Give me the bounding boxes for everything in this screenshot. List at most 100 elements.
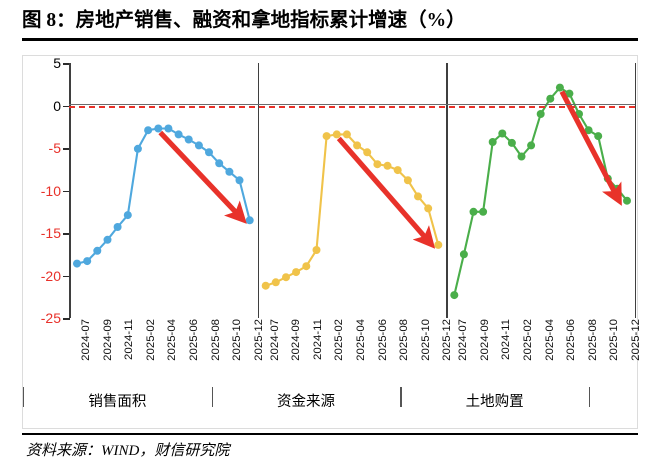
data-point xyxy=(93,246,102,255)
data-point xyxy=(363,148,372,157)
zero-reference-line xyxy=(69,105,635,108)
data-point xyxy=(154,124,163,133)
zero-baseline xyxy=(69,103,635,105)
data-point xyxy=(164,124,173,133)
data-point xyxy=(507,138,516,147)
data-point xyxy=(322,132,331,141)
x-axis-labels: 2024-07 2024-09 2024-11 2025-02 2025-04 2025-… xyxy=(446,319,642,387)
y-axis-tick-label: -5 xyxy=(48,140,61,156)
title-divider xyxy=(22,38,638,41)
data-point xyxy=(546,94,555,103)
data-point xyxy=(215,159,224,168)
trend-arrow-annotation xyxy=(336,136,436,249)
data-point xyxy=(261,281,270,290)
group-label-band: 销售面积 资金来源 土地购置 xyxy=(23,387,639,421)
y-axis-tick-label: -15 xyxy=(40,225,61,241)
data-point xyxy=(342,130,351,139)
y-axis-tick xyxy=(63,148,70,150)
data-point xyxy=(184,135,193,144)
data-point xyxy=(393,166,402,175)
data-point xyxy=(113,223,122,231)
data-point xyxy=(103,235,112,244)
data-point xyxy=(144,126,153,135)
chart-container: 5 0 -5 -10 -15 -20 -25 2024-07 2024-09 2024-11 20… xyxy=(22,55,642,429)
data-point xyxy=(527,141,536,150)
panel-separator xyxy=(257,63,260,318)
group-separator xyxy=(23,387,25,407)
data-point xyxy=(332,130,341,139)
group-separator xyxy=(400,387,402,407)
panel-separator xyxy=(635,63,637,318)
y-axis-tick xyxy=(63,275,70,278)
data-point xyxy=(450,291,459,300)
data-point xyxy=(123,211,132,220)
data-point xyxy=(383,161,392,170)
data-point xyxy=(174,130,183,139)
data-point xyxy=(555,83,564,92)
group-separator xyxy=(589,387,591,407)
y-axis-tick-label: 5 xyxy=(53,55,61,71)
y-axis-tick xyxy=(63,318,70,320)
data-point xyxy=(225,167,234,176)
series-1 xyxy=(73,124,254,268)
data-point xyxy=(194,141,203,150)
data-point xyxy=(373,160,382,169)
x-axis-tick-label: 2024-07 xyxy=(457,319,470,361)
data-point xyxy=(424,204,433,213)
panel-group-label: 销售面积 xyxy=(88,394,147,410)
y-axis-tick-label: -20 xyxy=(40,267,61,284)
y-axis-labels: 5 0 -5 -10 -15 -20 -25 xyxy=(23,55,61,325)
y-axis-tick-label: 0 xyxy=(53,97,61,114)
panel-separator xyxy=(69,63,71,318)
data-point xyxy=(623,196,631,205)
y-axis-tick xyxy=(63,105,70,108)
data-point xyxy=(536,110,545,118)
data-point xyxy=(414,192,422,201)
panel-group-label: 资金来源 xyxy=(276,394,335,410)
data-point xyxy=(83,257,92,266)
source-note: 资料来源：WIND，财信研究院 xyxy=(26,443,230,459)
data-point xyxy=(133,144,142,153)
data-point xyxy=(353,141,362,150)
title-block: 图 8：房地产销售、融资和拿地指标累计增速（%） xyxy=(22,8,638,41)
panel-separator xyxy=(446,63,448,318)
x-axis-tick-label: 2025-02 xyxy=(522,319,535,361)
data-point xyxy=(488,138,497,146)
y-axis-tick xyxy=(63,63,70,65)
x-axis-tick-label: 2024-11 xyxy=(500,319,513,360)
y-axis-tick-label: -25 xyxy=(40,310,61,326)
data-point xyxy=(459,250,468,259)
data-point xyxy=(403,176,412,185)
data-point xyxy=(205,148,213,157)
page-title: 图 8：房地产销售、融资和拿地指标累计增速（%） xyxy=(22,10,466,31)
data-point xyxy=(282,273,290,282)
data-point xyxy=(73,259,81,268)
data-point xyxy=(584,126,593,135)
series-line xyxy=(453,86,629,297)
y-axis-tick xyxy=(63,233,70,235)
series-2 xyxy=(261,130,443,290)
data-point xyxy=(479,207,488,216)
panel-group-label: 土地购置 xyxy=(465,394,524,410)
x-axis-tick-label: 2024-09 xyxy=(478,319,491,361)
data-point xyxy=(498,129,507,138)
x-axis-tick-label: 2025-08 xyxy=(586,319,599,361)
data-point xyxy=(292,268,301,277)
data-point xyxy=(312,246,321,254)
group-separator xyxy=(211,387,214,407)
x-axis-tick-label: 2025-12 xyxy=(629,319,642,361)
data-point xyxy=(517,152,526,161)
data-point xyxy=(302,262,311,271)
series-3 xyxy=(450,83,631,300)
data-point xyxy=(235,176,244,185)
trend-arrow-annotation xyxy=(559,90,622,206)
y-axis-tick-label: -10 xyxy=(40,182,61,199)
y-axis-tick xyxy=(63,190,70,193)
data-point xyxy=(469,207,478,216)
x-axis-tick-label: 2025-10 xyxy=(608,319,621,361)
x-axis-tick-label: 2025-04 xyxy=(543,319,556,361)
x-axis-tick-label: 2025-06 xyxy=(565,319,578,361)
data-point xyxy=(271,278,280,287)
trend-arrow-annotation xyxy=(158,130,247,224)
